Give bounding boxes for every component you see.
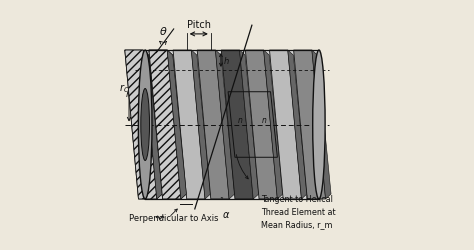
Polygon shape: [239, 51, 259, 199]
Polygon shape: [145, 51, 319, 199]
Text: $n$: $n$: [261, 116, 267, 124]
Polygon shape: [167, 51, 187, 199]
Text: Pitch: Pitch: [187, 20, 211, 30]
Polygon shape: [264, 51, 283, 199]
Polygon shape: [173, 51, 205, 199]
Polygon shape: [125, 51, 157, 199]
Polygon shape: [216, 51, 235, 199]
Polygon shape: [264, 51, 283, 199]
Polygon shape: [288, 51, 307, 199]
Polygon shape: [270, 51, 301, 199]
Text: $n$: $n$: [237, 116, 243, 124]
Ellipse shape: [138, 51, 152, 199]
Polygon shape: [143, 51, 162, 199]
Polygon shape: [216, 51, 235, 199]
Polygon shape: [143, 51, 162, 199]
Polygon shape: [312, 51, 331, 199]
Polygon shape: [221, 51, 253, 199]
Text: Perpendicular to Axis: Perpendicular to Axis: [129, 213, 219, 222]
Text: $h$: $h$: [223, 55, 229, 66]
Text: $\alpha$: $\alpha$: [222, 210, 230, 220]
Ellipse shape: [141, 89, 149, 161]
Polygon shape: [125, 51, 157, 199]
Polygon shape: [239, 51, 259, 199]
Text: $r_m$: $r_m$: [125, 89, 136, 101]
Polygon shape: [143, 51, 163, 199]
Polygon shape: [191, 51, 210, 199]
Polygon shape: [288, 51, 307, 199]
Text: $r_O$: $r_O$: [118, 82, 129, 94]
Polygon shape: [246, 51, 277, 199]
Polygon shape: [293, 51, 326, 199]
Polygon shape: [197, 51, 229, 199]
Polygon shape: [149, 51, 181, 199]
Text: Tangent to Helical
Thread Element at
Mean Radius, r_m: Tangent to Helical Thread Element at Mea…: [261, 194, 335, 228]
Polygon shape: [149, 51, 181, 199]
Text: $\theta$: $\theta$: [159, 24, 167, 36]
Polygon shape: [191, 51, 211, 199]
Polygon shape: [167, 51, 186, 199]
Text: $r_i$: $r_i$: [133, 101, 140, 113]
Polygon shape: [167, 51, 186, 199]
Ellipse shape: [313, 51, 325, 199]
